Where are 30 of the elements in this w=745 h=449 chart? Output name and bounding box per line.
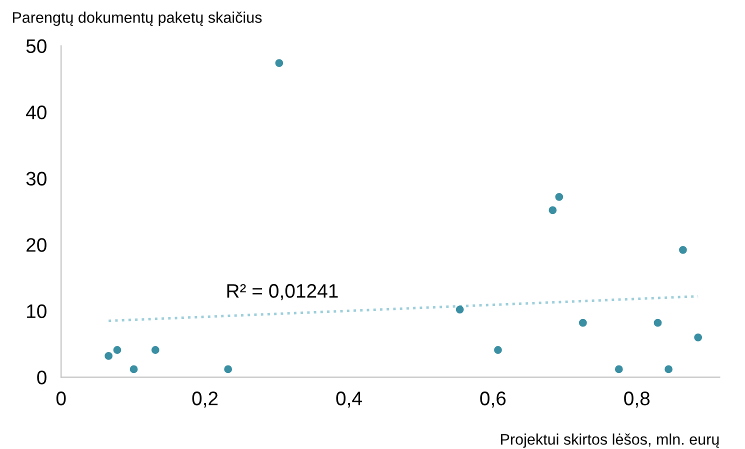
point bbox=[456, 306, 464, 314]
point bbox=[578, 318, 587, 327]
point bbox=[494, 346, 502, 354]
point bbox=[694, 333, 702, 342]
point bbox=[614, 365, 623, 374]
y-tick-label: 40 bbox=[26, 106, 46, 120]
point bbox=[679, 246, 687, 254]
point bbox=[113, 346, 122, 354]
x-tick-label: 0,4 bbox=[336, 392, 362, 408]
y-tick-label: 30 bbox=[26, 172, 46, 186]
x-tick-label: 0,8 bbox=[624, 392, 650, 408]
x-axis-title: Projektui skirtos lėšos, mln. eurų bbox=[501, 433, 719, 448]
y-tick-label: 10 bbox=[27, 304, 46, 318]
x-tick-label: 0,2 bbox=[192, 392, 218, 408]
x-tick-label: 0,6 bbox=[480, 392, 506, 408]
y-axis-title: Parengtų dokumentų paketų skaičius bbox=[12, 12, 262, 26]
x-tick-label: 0 bbox=[56, 392, 66, 406]
point bbox=[548, 206, 557, 214]
point bbox=[664, 365, 673, 374]
point bbox=[130, 365, 138, 374]
point bbox=[151, 346, 160, 354]
y-tick-label: 20 bbox=[26, 238, 46, 252]
point bbox=[555, 192, 564, 201]
point bbox=[104, 352, 113, 360]
y-tick-label: 50 bbox=[26, 39, 46, 54]
annotation: R² = 0,01241 bbox=[227, 284, 338, 300]
point bbox=[275, 59, 284, 67]
y-tick-label: 0 bbox=[37, 370, 46, 384]
point bbox=[654, 318, 662, 327]
point bbox=[224, 365, 232, 374]
